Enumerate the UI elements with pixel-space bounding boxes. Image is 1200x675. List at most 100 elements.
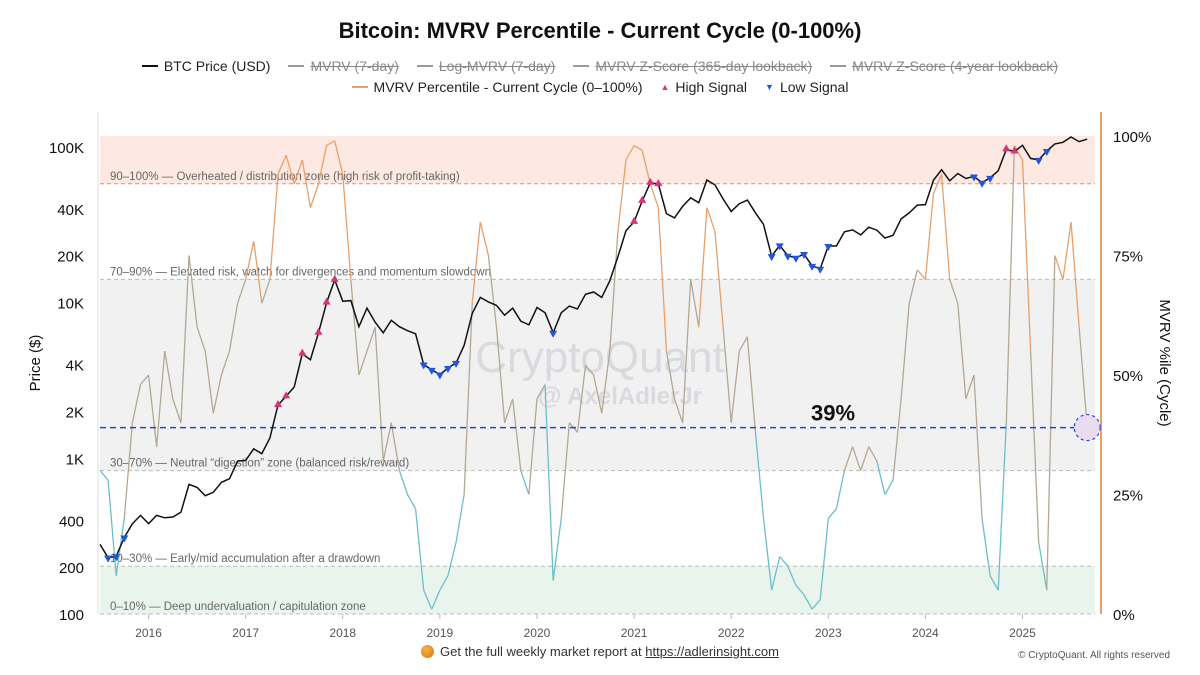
- mvrv-percentile-segment: [253, 241, 263, 304]
- mvrv-percentile-segment: [455, 494, 465, 543]
- y-right-tick-label: 25%: [1113, 488, 1143, 505]
- high-signal-marker: [322, 297, 331, 305]
- low-signal-marker: [969, 174, 978, 182]
- mvrv-percentile-segment: [843, 446, 854, 471]
- mvrv-percentile-segment: [738, 336, 748, 352]
- legend-item[interactable]: MVRV Percentile - Current Cycle (0–100%): [351, 79, 643, 95]
- legend-item[interactable]: ▼ Low Signal: [765, 79, 848, 95]
- low-signal-marker: [120, 535, 129, 543]
- low-signal-marker-icon: ▼: [765, 82, 774, 92]
- copyright: © CryptoQuant. All rights reserved: [1018, 650, 1170, 661]
- mvrv-percentile-segment: [204, 351, 214, 414]
- x-tick-label: 2025: [1009, 626, 1036, 640]
- mvrv-percentile-segment: [479, 221, 490, 256]
- high-signal-marker: [282, 391, 291, 399]
- watermark-brand: CryptoQuant: [475, 333, 724, 382]
- legend-item[interactable]: MVRV Z-Score (4-year lookback): [830, 58, 1058, 74]
- low-signal-marker: [800, 252, 809, 260]
- legend-label: MVRV (7-day): [310, 58, 399, 74]
- legend-item[interactable]: BTC Price (USD): [141, 58, 270, 74]
- mvrv-percentile-segment: [285, 154, 295, 184]
- y-right-tick-label: 75%: [1113, 249, 1143, 266]
- mvrv-percentile-segment: [576, 365, 587, 433]
- mvrv-percentile-segment: [771, 556, 781, 591]
- mvrv-percentile-segment: [617, 159, 627, 232]
- mvrv-percentile-segment: [212, 374, 223, 414]
- mvrv-percentile-segment: [317, 145, 328, 184]
- zone-label: 10–30% — Early/mid accumulation after a …: [110, 553, 380, 565]
- low-signal-marker: [104, 555, 113, 563]
- mvrv-percentile-segment: [965, 374, 975, 400]
- mvrv-percentile-segment: [560, 422, 570, 519]
- mvrv-percentile-segment: [876, 460, 886, 495]
- high-signal-marker: [654, 179, 663, 187]
- mvrv-percentile-segment: [1062, 221, 1072, 280]
- legend-item[interactable]: MVRV (7-day): [288, 58, 399, 74]
- mvrv-percentile-segment: [334, 140, 344, 175]
- mvrv-percentile-segment: [819, 518, 829, 600]
- mvrv-percentile-segment: [398, 470, 409, 495]
- mvrv-percentile-segment: [835, 470, 846, 509]
- current-value-marker: [1073, 413, 1101, 442]
- mvrv-percentile-segment: [382, 422, 392, 462]
- mvrv-percentile-segment: [900, 303, 910, 399]
- mvrv-percentile-segment: [585, 365, 595, 376]
- mvrv-percentile-segment: [746, 336, 757, 433]
- mvrv-percentile-segment: [512, 398, 522, 471]
- mvrv-percentile-segment: [131, 384, 142, 423]
- low-signal-marker: [791, 255, 800, 263]
- legend-swatch: [141, 65, 158, 67]
- mvrv-percentile-segment: [706, 207, 716, 232]
- mvrv-percentile-segment: [1038, 542, 1048, 591]
- legend-item[interactable]: ▲ High Signal: [661, 79, 748, 95]
- btc-price-line: [99, 136, 1088, 559]
- mvrv-percentile-segment: [916, 269, 926, 280]
- low-signal-marker: [1042, 148, 1051, 156]
- mvrv-percentile-segment: [868, 446, 878, 462]
- mvrv-percentile-segment: [649, 183, 659, 208]
- y-left-tick-label: 1K: [66, 451, 84, 468]
- mvrv-percentile-segment: [107, 480, 117, 576]
- mvrv-percentile-segment: [261, 279, 271, 304]
- mvrv-percentile-segment: [673, 398, 684, 424]
- mvrv-percentile-segment: [997, 422, 1007, 591]
- zone-label: 90–100% — Overheated / distribution zone…: [110, 171, 460, 183]
- low-signal-marker: [816, 266, 825, 274]
- mvrv-percentile-segment: [957, 303, 967, 399]
- mvrv-percentile-segment: [633, 145, 643, 151]
- y-left-axis-title: Price ($): [27, 335, 44, 392]
- low-signal-marker: [419, 362, 428, 370]
- mvrv-percentile-segment: [973, 374, 983, 519]
- mvrv-percentile-segment: [1021, 159, 1032, 352]
- mvrv-percentile-segment: [932, 173, 943, 194]
- mvrv-percentile-segment: [350, 279, 360, 376]
- zone-label: 30–70% — Neutral “digestion” zone (balan…: [110, 458, 409, 470]
- mvrv-percentile-segment: [1013, 145, 1024, 161]
- mvrv-percentile-segment: [787, 565, 797, 586]
- legend-swatch: [288, 65, 305, 67]
- mvrv-percentile-segment: [884, 479, 894, 495]
- footer-link[interactable]: https://adlerinsight.com: [645, 644, 779, 659]
- mvrv-percentile-segment: [924, 193, 935, 280]
- mvrv-percentile-segment: [908, 269, 918, 304]
- footer: Get the full weekly market report at htt…: [0, 644, 1200, 659]
- high-signal-marker: [330, 274, 339, 282]
- legend-item[interactable]: MVRV Z-Score (365-day lookback): [573, 58, 812, 74]
- low-signal-marker: [775, 243, 784, 251]
- mvrv-percentile-segment: [552, 518, 562, 581]
- y-left-tick-label: 4K: [66, 358, 84, 375]
- x-tick-label: 2021: [621, 626, 648, 640]
- mvrv-percentile-segment: [1078, 327, 1088, 428]
- mvrv-percentile-segment: [827, 508, 837, 519]
- y-right-axis-title: MVRV %ile (Cycle): [1156, 299, 1173, 426]
- legend-label: MVRV Z-Score (365-day lookback): [595, 58, 813, 74]
- high-signal-marker: [314, 327, 323, 335]
- y-left-tick-label: 40K: [57, 202, 84, 219]
- mvrv-percentile-segment: [625, 145, 635, 161]
- mvrv-percentile-segment: [495, 327, 506, 423]
- mvrv-percentile-segment: [374, 327, 384, 462]
- mvrv-percentile-segment: [989, 575, 999, 591]
- legend-swatch: [416, 65, 433, 67]
- mvrv-percentile-segment: [269, 174, 279, 280]
- legend-item[interactable]: Log-MVRV (7-day): [416, 58, 555, 74]
